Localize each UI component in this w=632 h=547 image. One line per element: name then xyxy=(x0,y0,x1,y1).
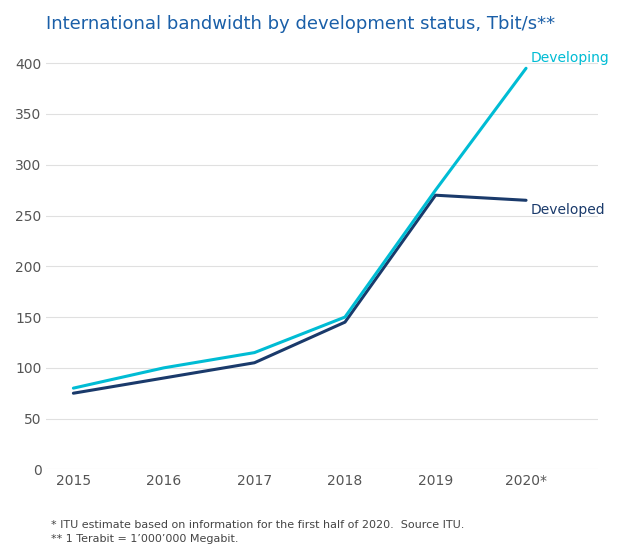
Text: * ITU estimate based on information for the first half of 2020.  Source ITU.: * ITU estimate based on information for … xyxy=(51,520,464,530)
Text: Developing: Developing xyxy=(531,51,609,65)
Text: International bandwidth by development status, Tbit/s**: International bandwidth by development s… xyxy=(46,15,556,33)
Text: Developed: Developed xyxy=(531,203,605,217)
Text: ** 1 Terabit = 1’000’000 Megabit.: ** 1 Terabit = 1’000’000 Megabit. xyxy=(51,533,238,544)
